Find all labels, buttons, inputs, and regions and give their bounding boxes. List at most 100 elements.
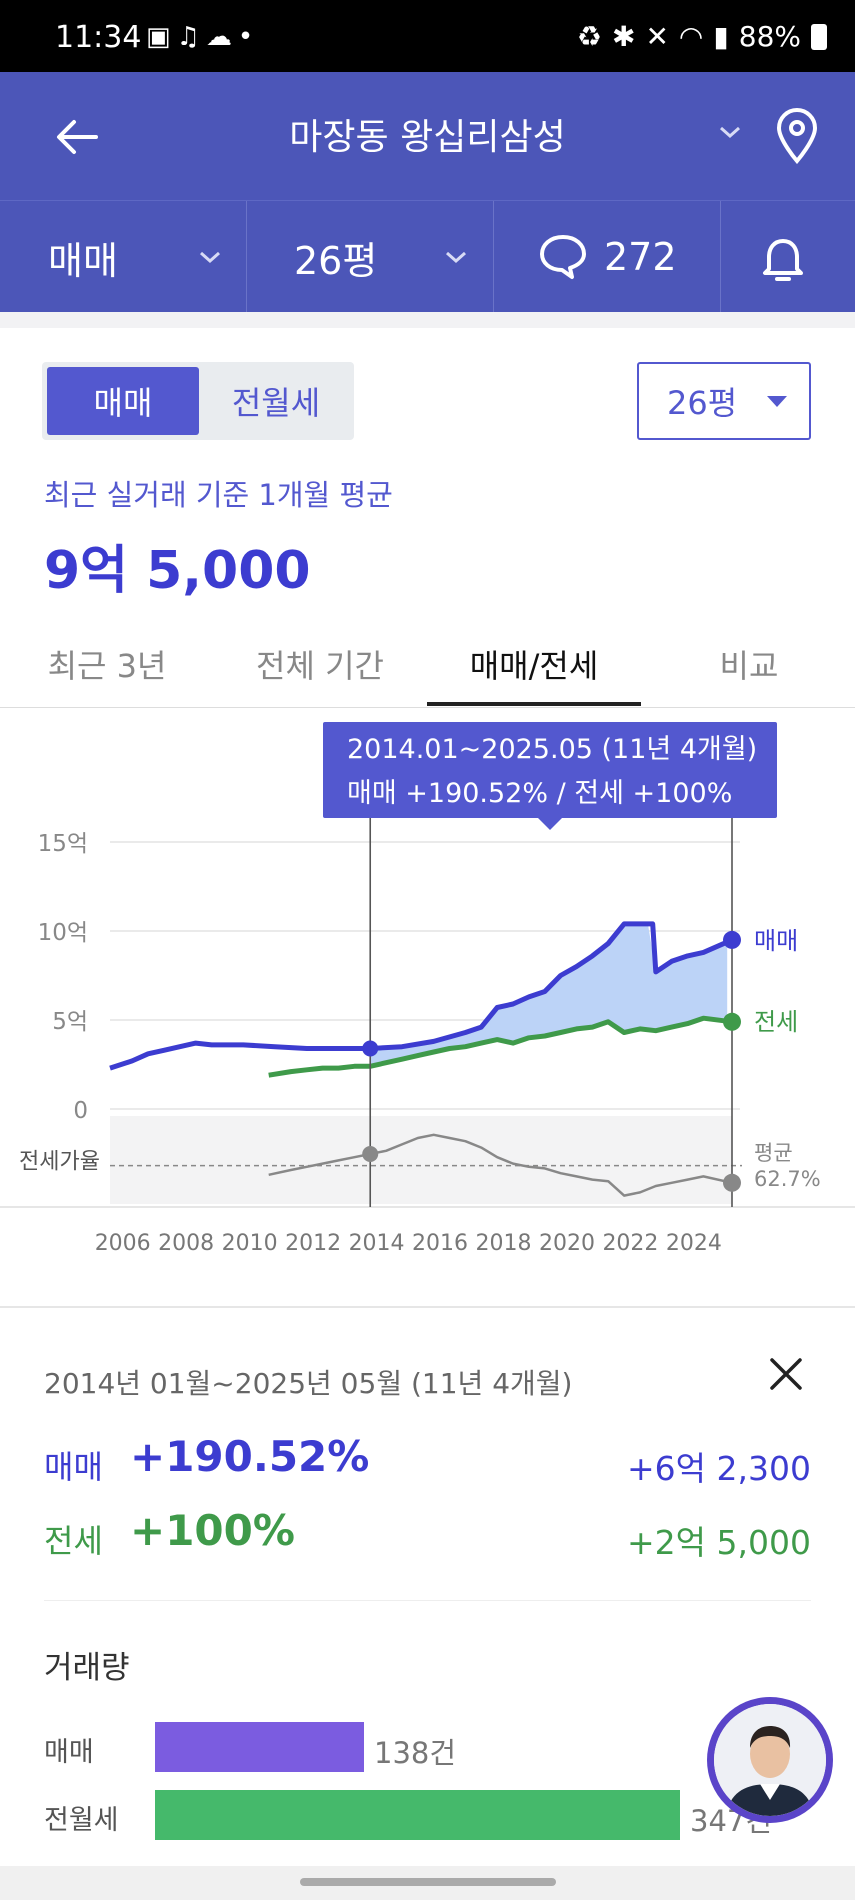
chevron-down-icon[interactable]: [444, 249, 468, 265]
x-tick-label: 2024: [666, 1231, 722, 1256]
summary-jeonse-pct: +100%: [130, 1506, 295, 1555]
series-line-ratio: [268, 1133, 733, 1197]
comments-button[interactable]: 272: [538, 201, 718, 313]
system-icons: ♻ ✱ ✕ ◠ ▮ 88%: [577, 20, 827, 53]
complex-title[interactable]: 마장동 왕십리삼성: [289, 117, 566, 158]
status-bar: 11:34 ▣♫☁• ♻ ✱ ✕ ◠ ▮ 88%: [0, 0, 855, 72]
summary-sale-row: 매매 +190.52% +6억 2,300: [44, 1432, 811, 1492]
series-line-jeonse: [268, 1015, 733, 1078]
section-gap: [0, 312, 855, 328]
bluetooth-icon: ✱: [611, 20, 636, 53]
sale-start-point: [362, 1040, 379, 1057]
x-tick-label: 2008: [158, 1231, 214, 1256]
image-icon: ▣: [146, 22, 177, 52]
toggle-sale[interactable]: 매매: [47, 367, 199, 435]
x-tick-label: 2006: [95, 1231, 151, 1256]
tab-sale-jeonse[interactable]: 매매/전세: [469, 647, 599, 685]
x-tick-label: 2016: [412, 1231, 468, 1256]
x-tick-label: 2020: [539, 1231, 595, 1256]
summary-jeonse-label: 전세: [44, 1522, 103, 1560]
wifi-icon: ◠: [678, 20, 704, 53]
size-dropdown[interactable]: 26평: [294, 201, 444, 313]
system-nav-bar: [0, 1866, 855, 1900]
dot-icon: •: [237, 22, 260, 52]
volume-row-rent: 전월세 347건: [44, 1790, 811, 1840]
close-icon[interactable]: [768, 1356, 804, 1392]
divider: [493, 201, 494, 313]
chevron-down-icon[interactable]: [198, 249, 222, 265]
price-chart[interactable]: 15억 10억 5억 0 2006 2008 2010 2012 2014 2016 2018 202…: [0, 712, 855, 1296]
trade-type-label: 매매: [48, 238, 118, 283]
volume-rent-bar: [155, 1790, 680, 1840]
chart-tabs: 최근 3년 전체 기간 매매/전세 비교: [0, 620, 855, 708]
signal-icon: ▮: [713, 20, 729, 53]
summary-jeonse-amount: +2억 5,000: [627, 1523, 811, 1562]
summary-jeonse-row: 전세 +100% +2억 5,000: [44, 1506, 811, 1566]
x-tick-label: 2012: [285, 1231, 341, 1256]
chevron-down-icon[interactable]: [718, 124, 742, 140]
home-gesture-handle[interactable]: [300, 1878, 556, 1886]
tab-compare[interactable]: 비교: [719, 647, 779, 685]
comment-count: 272: [604, 235, 677, 279]
average-label: 평균: [754, 1141, 793, 1165]
summary-sale-pct: +190.52%: [130, 1432, 370, 1481]
ratio-band: [110, 1116, 732, 1204]
tooltip-period: 2014.01~2025.05 (11년 4개월): [347, 734, 758, 765]
section-divider: [0, 1306, 855, 1308]
size-select-value: 26평: [667, 384, 738, 422]
notification-icons: ▣♫☁•: [146, 22, 259, 52]
back-arrow-icon[interactable]: [52, 112, 102, 162]
x-tick-label: 2022: [602, 1231, 658, 1256]
volume-sale-label: 매매: [44, 1737, 94, 1768]
y-tick-label: 5억: [52, 1009, 88, 1035]
comment-bubble-icon: [540, 235, 586, 279]
average-label: 최근 실거래 기준 1개월 평균: [44, 478, 393, 512]
trade-toggle: 매매 전월세: [42, 362, 354, 440]
size-label: 26평: [294, 238, 378, 283]
bell-icon[interactable]: [760, 235, 806, 285]
average-price: 9억 5,000: [44, 541, 311, 601]
tab-all-period[interactable]: 전체 기간: [256, 647, 384, 685]
x-tick-label: 2010: [222, 1231, 278, 1256]
battery-icon: [811, 23, 827, 50]
tooltip-arrow: [538, 818, 562, 830]
active-tab-indicator: [427, 702, 641, 706]
x-tick-label: 2018: [476, 1231, 532, 1256]
size-select[interactable]: 26평: [637, 362, 811, 440]
app-bar: 마장동 왕십리삼성: [0, 72, 855, 200]
volume-row-sale: 매매 138건: [44, 1722, 811, 1772]
caret-down-icon: [767, 396, 787, 407]
volume-rent-label: 전월세: [44, 1805, 119, 1836]
trade-type-dropdown[interactable]: 매매: [48, 201, 228, 313]
volume-sale-count: 138건: [374, 1736, 457, 1770]
divider: [246, 201, 247, 313]
chart-tooltip: 2014.01~2025.05 (11년 4개월) 매매 +190.52% / …: [323, 722, 777, 818]
voice-icon: ♫: [176, 22, 206, 52]
sale-series-label: 매매: [754, 927, 798, 955]
summary-sale-label: 매매: [44, 1448, 103, 1486]
gain-area: [370, 923, 728, 1067]
summary-divider: [44, 1600, 811, 1601]
tab-recent-3y[interactable]: 최근 3년: [47, 647, 167, 685]
weather-icon: ☁: [205, 22, 238, 52]
volume-title: 거래량: [44, 1650, 130, 1686]
y-tick-label: 10억: [38, 920, 88, 946]
y-tick-label: 15억: [38, 831, 88, 857]
mute-icon: ✕: [645, 20, 669, 53]
ratio-end-point: [723, 1173, 741, 1192]
ratio-start-point: [362, 1146, 379, 1162]
divider: [720, 201, 721, 313]
filter-bar: 매매 26평 272: [0, 200, 855, 313]
battery-percent: 88%: [738, 20, 801, 53]
toggle-rent[interactable]: 전월세: [231, 384, 321, 422]
location-pin-icon[interactable]: [775, 108, 819, 164]
series-line-sale: [109, 921, 734, 1071]
status-time: 11:34: [55, 20, 142, 55]
sale-end-point: [723, 930, 741, 949]
recycle-icon: ♻: [576, 20, 602, 53]
jeonse-end-point: [723, 1012, 741, 1031]
y-tick-label: 0: [73, 1098, 88, 1124]
agent-avatar-button[interactable]: [707, 1697, 833, 1823]
avatar: [714, 1704, 826, 1816]
tooltip-change: 매매 +190.52% / 전세 +100%: [347, 778, 733, 809]
